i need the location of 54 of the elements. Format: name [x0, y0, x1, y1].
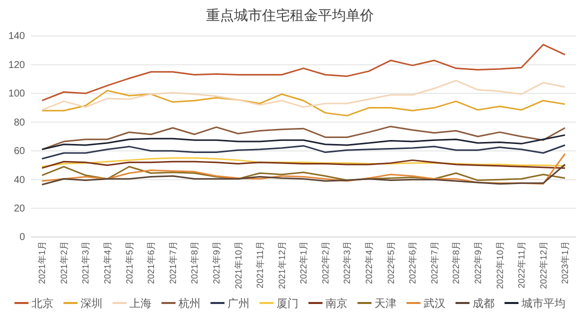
legend-label: 广州: [228, 297, 250, 310]
y-tick-label: 0: [19, 232, 26, 244]
x-tick-label: 2022年12月: [538, 241, 548, 290]
line-series: [41, 80, 566, 111]
x-tick-label: 2021年2月: [58, 241, 69, 284]
x-tick-label: 2021年10月: [233, 241, 244, 290]
x-tick-label: 2021年5月: [124, 241, 134, 284]
x-tick-label: 2022年4月: [364, 241, 374, 284]
line-series: [41, 44, 566, 102]
y-tick-label: 20: [14, 203, 26, 214]
x-tick-label: 2021年6月: [146, 241, 156, 284]
x-tick-label: 2021年12月: [276, 241, 287, 290]
x-tick-label: 2022年2月: [320, 241, 330, 284]
x-tick-label: 2022年7月: [429, 241, 440, 284]
x-tick-label: 2022年3月: [342, 241, 352, 284]
x-tick-label: 2023年1月: [560, 241, 570, 284]
line-series: [41, 164, 566, 186]
x-tick-label: 2022年6月: [408, 241, 418, 284]
x-tick-label: 2021年8月: [190, 241, 200, 284]
legend-label: 天津: [374, 297, 396, 310]
y-tick-label: 100: [8, 88, 26, 100]
x-tick-label: 2021年1月: [37, 241, 48, 284]
legend-label: 南京: [326, 297, 348, 310]
chart-title: 重点城市住宅租金平均单价: [206, 8, 374, 24]
y-tick-label: 120: [8, 60, 26, 71]
legend-label: 成都: [472, 297, 494, 310]
line-series: [41, 166, 566, 182]
legend-label: 厦门: [276, 297, 298, 310]
y-tick-label: 60: [14, 146, 26, 158]
legend-label: 杭州: [178, 297, 200, 310]
legend-label: 上海: [130, 297, 152, 310]
line-series: [41, 144, 566, 160]
y-tick-label: 40: [14, 174, 26, 186]
x-tick-label: 2021年9月: [211, 241, 222, 284]
x-tick-label: 2021年7月: [168, 241, 178, 284]
x-tick-label: 2022年9月: [472, 241, 483, 284]
legend-label: 北京: [32, 297, 54, 310]
x-tick-label: 2021年11月: [255, 241, 266, 288]
line-series: [41, 152, 566, 185]
legend-label: 武汉: [424, 297, 446, 310]
legend-label: 城市平均: [520, 297, 566, 310]
y-tick-label: 80: [14, 117, 26, 128]
x-tick-label: 2022年1月: [298, 241, 309, 284]
legend-label: 深圳: [80, 297, 102, 310]
y-tick-label: 140: [8, 31, 26, 42]
x-tick-label: 2022年11月: [516, 241, 527, 288]
x-tick-label: 2021年4月: [102, 241, 113, 284]
x-tick-label: 2022年10月: [494, 241, 505, 290]
line-series: [41, 90, 566, 116]
x-tick-label: 2021年3月: [80, 241, 91, 284]
x-tick-label: 2022年8月: [451, 241, 462, 284]
line-series: [41, 134, 566, 150]
x-tick-label: 2022年5月: [386, 241, 396, 284]
line-series: [41, 126, 566, 150]
